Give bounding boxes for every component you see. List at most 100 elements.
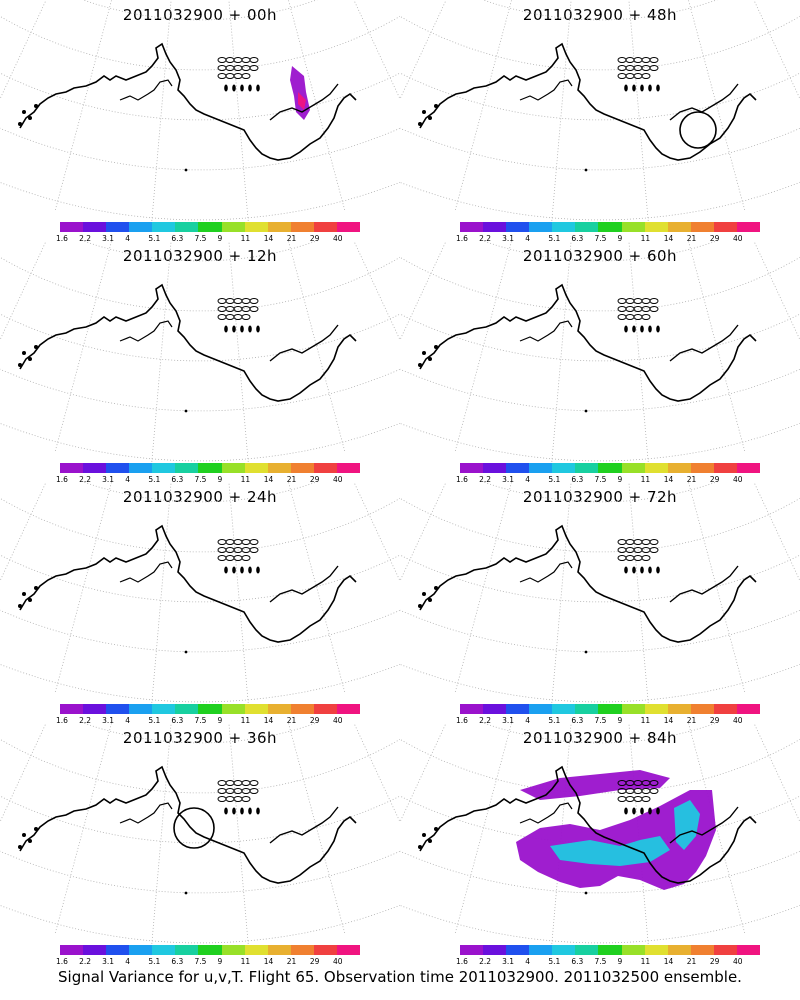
island (649, 57, 659, 63)
island (617, 539, 627, 545)
longitude-line (753, 723, 800, 823)
latitude-line (0, 497, 400, 553)
map-grid (0, 0, 400, 228)
colorbar-swatch (598, 704, 622, 714)
colorbar-swatch (644, 704, 668, 714)
latitude-line (0, 181, 400, 221)
coastline (669, 83, 739, 121)
colorbar-swatch (598, 463, 622, 473)
colorbar-swatch (290, 463, 314, 473)
island (633, 57, 643, 63)
coastline (519, 802, 573, 824)
island (640, 807, 644, 815)
island (624, 566, 628, 574)
colorbar-swatch (106, 704, 130, 714)
colorbar (60, 463, 361, 473)
longitude-line (353, 0, 400, 100)
colorbar-tick-label: 5.1 (148, 234, 161, 243)
island (232, 325, 236, 333)
island (225, 539, 235, 545)
island (249, 788, 259, 794)
island (422, 351, 426, 355)
variance-contour (290, 66, 310, 120)
latitude-line (82, 0, 318, 21)
colorbar-swatch (552, 704, 576, 714)
island (217, 780, 227, 786)
island (34, 345, 38, 349)
island (225, 298, 235, 304)
island (18, 363, 22, 367)
latitude-line (0, 663, 400, 703)
colorbar-swatch (483, 463, 507, 473)
island (217, 298, 227, 304)
island (225, 788, 235, 794)
island (249, 547, 259, 553)
island (225, 780, 235, 786)
island (625, 298, 635, 304)
island (184, 891, 188, 895)
colorbar-swatch (460, 222, 484, 232)
colorbar-tick-label: 1.6 (56, 716, 68, 725)
island (617, 306, 627, 312)
colorbar-tick-label: 40 (732, 234, 743, 243)
colorbar-ticks: 1.6 2.2 3.1 4 5.1 6.3 7.5 9 11 14 21 29 40 (56, 234, 360, 244)
latitude-line (400, 72, 800, 121)
colorbar-tick-label: 9 (217, 234, 223, 243)
coastline (519, 561, 573, 583)
island (617, 555, 627, 561)
colorbar-swatch (483, 704, 507, 714)
colorbar-tick-label: 21 (286, 957, 297, 966)
coastline (19, 765, 357, 884)
colorbar-tick-label: 5.1 (548, 716, 561, 725)
longitude-line (54, 723, 112, 935)
colorbar-swatch (267, 704, 291, 714)
latitude-line (0, 15, 400, 71)
island (241, 314, 251, 320)
colorbar-tick-label: 29 (709, 475, 720, 484)
coastline (669, 565, 739, 603)
colorbar-swatch (736, 945, 761, 955)
longitude-line (753, 482, 800, 582)
colorbar-tick-label: 2.2 (79, 957, 92, 966)
latitude-line (0, 795, 400, 844)
colorbar-tick-label: 6.3 (171, 475, 184, 484)
colorbar-swatch (290, 704, 314, 714)
colorbar-swatch (690, 704, 714, 714)
colorbar-tick-label: 3.1 (502, 234, 515, 243)
colorbar-tick-label: 29 (709, 957, 720, 966)
colorbar-swatch (460, 704, 484, 714)
colorbar-swatch (129, 463, 153, 473)
colorbar-swatch (529, 222, 553, 232)
colorbar (460, 704, 761, 714)
colorbar-tick-label: 9 (617, 475, 623, 484)
colorbar-swatch (736, 222, 761, 232)
longitude-line (400, 723, 411, 852)
map-plot (400, 482, 800, 710)
island (241, 73, 251, 79)
colorbar-tick-label: 6.3 (171, 234, 184, 243)
colorbar-swatch (290, 222, 314, 232)
colorbar-tick-label: 1.6 (456, 475, 468, 484)
colorbar-tick-label: 9 (217, 475, 223, 484)
island (18, 604, 22, 608)
colorbar-swatch (244, 222, 268, 232)
island (22, 351, 26, 355)
colorbar-tick-label: 14 (663, 957, 674, 966)
colorbar-tick-label: 3.1 (502, 716, 515, 725)
island (233, 780, 243, 786)
colorbar-tick-label: 21 (686, 475, 697, 484)
island (584, 168, 588, 172)
longitude-line (54, 482, 112, 694)
longitude-line (400, 482, 411, 611)
island (225, 57, 235, 63)
island (240, 84, 244, 92)
island (434, 104, 438, 108)
island (232, 566, 236, 574)
colorbar-tick-label: 9 (617, 957, 623, 966)
longitude-line (54, 241, 112, 453)
island (28, 357, 32, 361)
longitude-line (628, 0, 650, 228)
panel-title: 2011032900 + 00h (122, 6, 278, 24)
map-panel-60h: 2011032900 + 60h 1.6 2.2 3.1 4 5.1 6.3 7.5 9 11 1… (400, 241, 800, 484)
coastline (119, 561, 173, 583)
